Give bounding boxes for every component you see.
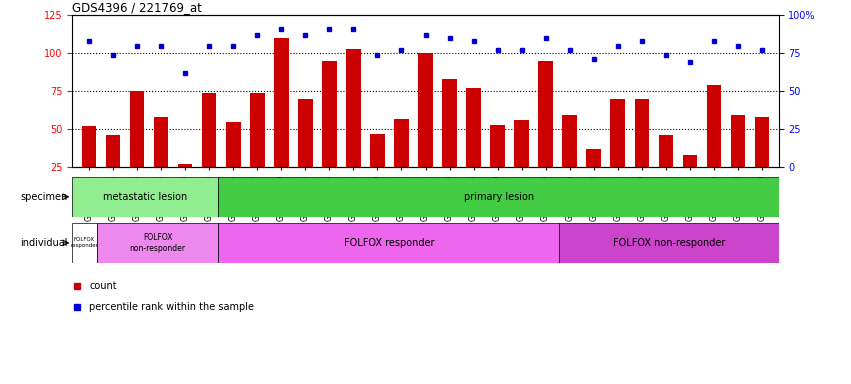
Bar (539, 61, 553, 205)
Text: FOLFOX non-responder: FOLFOX non-responder (613, 238, 725, 248)
Text: percentile rank within the sample: percentile rank within the sample (89, 302, 254, 312)
Bar (635, 99, 649, 205)
Bar (219, 177, 779, 217)
Bar (490, 124, 505, 205)
Bar (130, 91, 145, 205)
Bar (370, 134, 385, 205)
Bar (659, 135, 673, 205)
Text: GDS4396 / 221769_at: GDS4396 / 221769_at (72, 1, 203, 14)
Bar (298, 99, 312, 205)
Bar (226, 122, 241, 205)
Bar (346, 49, 361, 205)
Bar (683, 155, 697, 205)
Bar (154, 117, 168, 205)
Bar (274, 38, 288, 205)
Bar (106, 135, 120, 205)
Bar (731, 116, 745, 205)
Text: FOLFOX
non-responder: FOLFOX non-responder (129, 233, 186, 253)
Bar (563, 116, 577, 205)
Bar (419, 53, 432, 205)
Bar (755, 117, 769, 205)
Bar (394, 119, 408, 205)
Bar (250, 93, 265, 205)
Bar (514, 120, 528, 205)
Bar (97, 223, 219, 263)
Bar (559, 223, 779, 263)
Text: count: count (89, 281, 117, 291)
Bar (610, 99, 625, 205)
Text: FOLFOX
responder: FOLFOX responder (71, 237, 99, 248)
Bar (219, 223, 559, 263)
Bar (323, 61, 337, 205)
Bar (72, 177, 219, 217)
Text: primary lesion: primary lesion (464, 192, 534, 202)
Bar (178, 164, 192, 205)
Text: individual: individual (20, 238, 68, 248)
Text: FOLFOX responder: FOLFOX responder (344, 238, 434, 248)
Text: specimen: specimen (20, 192, 68, 202)
Bar (202, 93, 216, 205)
Bar (443, 79, 457, 205)
Bar (466, 88, 481, 205)
Bar (82, 126, 96, 205)
Bar (586, 149, 601, 205)
Bar (72, 223, 97, 263)
Text: metastatic lesion: metastatic lesion (103, 192, 187, 202)
Bar (706, 85, 721, 205)
